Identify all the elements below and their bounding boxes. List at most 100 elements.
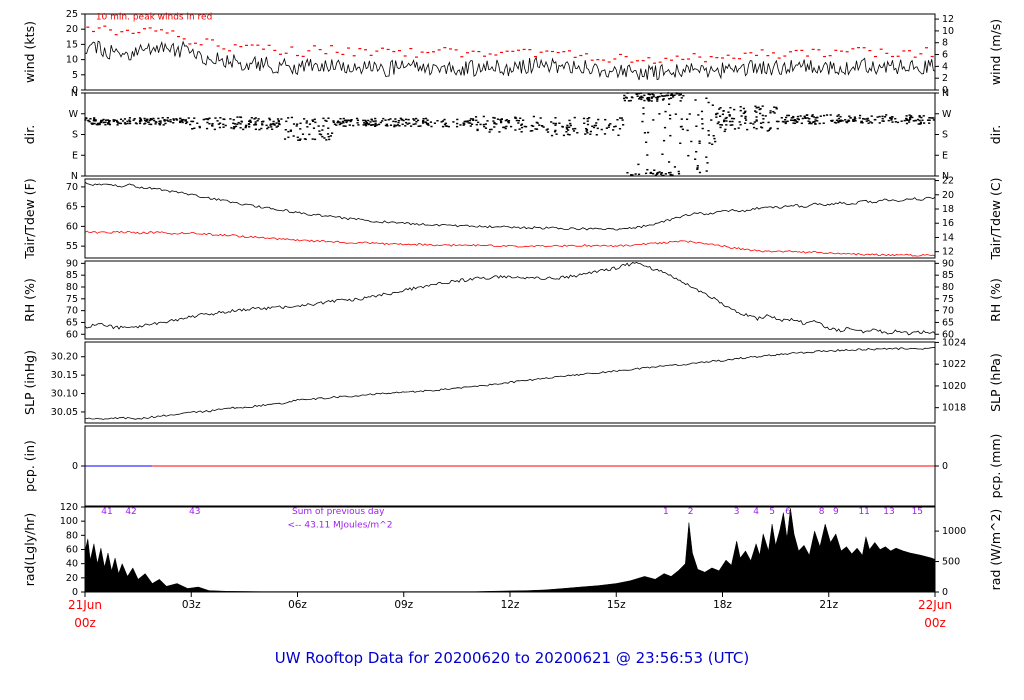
right-axis-title: SLP (hPa)	[988, 353, 1003, 412]
series-dew-point-f	[84, 230, 936, 257]
right-tick-label: 22	[942, 176, 954, 187]
left-tick-label: 30.15	[51, 370, 78, 381]
left-tick-label: 80	[66, 282, 78, 293]
left-tick-label: S	[72, 130, 78, 141]
left-tick-label: 55	[66, 241, 78, 252]
right-axis-title: pcp. (mm)	[988, 434, 1003, 499]
left-tick-label: 60	[66, 221, 78, 232]
left-axis-title: rad(Lgly/hr)	[22, 513, 37, 587]
left-axis-title: pcp. (in)	[22, 440, 37, 492]
right-tick-label: 0	[942, 461, 948, 472]
series-solar-radiation	[84, 508, 936, 593]
right-tick-label: 0	[942, 587, 948, 598]
left-axis-title: Tair/Tdew (F)	[22, 178, 37, 259]
right-tick-label: 0	[942, 85, 948, 96]
right-tick-label: 16	[942, 218, 954, 229]
series-air-temperature-f	[84, 181, 936, 231]
left-tick-label: 80	[66, 530, 78, 541]
right-tick-label: 10	[942, 26, 954, 37]
left-tick-label: 70	[66, 182, 78, 193]
right-tick-label: 18	[942, 204, 954, 215]
right-axis-title: wind (m/s)	[988, 19, 1003, 85]
annotation-text: 13	[883, 507, 894, 517]
left-tick-label: 20	[66, 24, 78, 35]
series-slp-inhg	[84, 347, 936, 420]
right-tick-label: 2	[942, 73, 948, 84]
left-tick-label: 85	[66, 270, 78, 281]
left-tick-label: 30.10	[51, 389, 78, 400]
right-tick-label: 6	[942, 50, 948, 61]
left-tick-label: N	[71, 171, 78, 182]
left-tick-label: 30.05	[51, 407, 78, 418]
x-tick-label: 12z	[501, 599, 520, 611]
right-tick-label: 1022	[942, 359, 966, 370]
right-tick-label: 70	[942, 306, 954, 317]
x-start-hour: 00z	[74, 616, 96, 630]
annotation-text: 10 min. peak winds in red	[96, 12, 213, 22]
right-tick-label: 500	[942, 557, 960, 568]
left-tick-label: E	[72, 150, 78, 161]
right-tick-label: 1000	[942, 526, 966, 537]
right-tick-label: E	[942, 150, 948, 161]
left-tick-label: 25	[66, 9, 78, 20]
right-tick-label: 1018	[942, 403, 966, 414]
right-tick-label: 85	[942, 270, 954, 281]
left-tick-label: 15	[66, 39, 78, 50]
left-tick-label: 40	[66, 559, 78, 570]
annotation-text: 4	[753, 507, 759, 517]
annotation-text: 1	[663, 507, 669, 517]
left-tick-label: 65	[66, 202, 78, 213]
series-wind-direction	[84, 92, 935, 177]
annotation-text: 2	[688, 507, 694, 517]
right-axis-title: rad (W/m^2)	[988, 509, 1003, 591]
x-tick-label: 03z	[182, 599, 201, 611]
left-tick-label: 30.20	[51, 352, 78, 363]
x-end-date: 22Jun	[918, 598, 952, 612]
series-relative-humidity-pct	[84, 261, 936, 336]
left-tick-label: 100	[60, 516, 78, 527]
annotation-text: Sum of previous day	[292, 507, 385, 517]
right-axis-title: Tair/Tdew (C)	[988, 178, 1003, 261]
x-end-hour: 00z	[924, 616, 946, 630]
right-tick-label: N	[942, 88, 949, 99]
right-tick-label: 75	[942, 294, 954, 305]
right-axis-title: RH (%)	[988, 278, 1003, 322]
left-tick-label: 120	[60, 502, 78, 513]
left-tick-label: W	[69, 109, 79, 120]
right-tick-label: 4	[942, 61, 948, 72]
left-tick-label: 0	[72, 587, 78, 598]
series-peak-wind-kts	[86, 25, 934, 64]
left-axis-title: RH (%)	[22, 278, 37, 322]
right-tick-label: 90	[942, 258, 954, 269]
right-tick-label: W	[942, 109, 952, 120]
right-tick-label: 1020	[942, 381, 966, 392]
panel-radiation: 0 20 40 60 80 100 120 0 500 1000 rad(Lgly/hr) rad (…	[22, 502, 1003, 598]
panel-sea-level-pressure: 30.05 30.10 30.15 30.20 1018 1020 1022 1024 SLP …	[22, 337, 1003, 424]
annotation-text: 43	[189, 507, 200, 517]
right-tick-label: 1024	[942, 337, 966, 348]
left-tick-label: 60	[66, 545, 78, 556]
left-tick-label: 75	[66, 294, 78, 305]
left-axis-title: SLP (inHg)	[22, 350, 37, 415]
annotation-text: 11	[858, 507, 869, 517]
annotation-text: 15	[912, 507, 923, 517]
left-tick-label: 65	[66, 317, 78, 328]
annotation-text: 42	[125, 507, 136, 517]
left-tick-label: 20	[66, 573, 78, 584]
series-wind-speed-kts	[84, 40, 936, 81]
left-tick-label: 90	[66, 258, 78, 269]
x-axis: 03z 06z 09z 12z 15z 18z 21z 21Jun 00z 22Jun 00z	[68, 592, 952, 630]
annotation-text: 41	[101, 507, 112, 517]
annotation-text: 3	[734, 507, 740, 517]
x-tick-label: 15z	[607, 599, 626, 611]
right-tick-label: 12	[942, 247, 954, 258]
right-axis-title: dir.	[988, 125, 1003, 144]
right-tick-label: 65	[942, 317, 954, 328]
left-axis-title: wind (kts)	[22, 21, 37, 83]
annotation-text: 5	[769, 507, 775, 517]
